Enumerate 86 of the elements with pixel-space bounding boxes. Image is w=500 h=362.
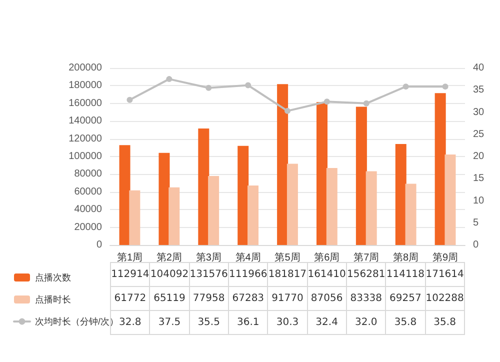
data-label: 65119 (150, 286, 190, 310)
data-label: 112914 (110, 262, 150, 286)
y-tick-label: 140000 (68, 116, 102, 127)
y2-tick-label: 40 (473, 62, 485, 74)
x-tick-label: 第6周 (314, 252, 340, 264)
bar (208, 176, 220, 245)
y-tick-label: 100000 (68, 151, 102, 162)
data-label: 35.5 (189, 310, 228, 334)
x-tick-label: 第3周 (196, 252, 222, 264)
y-tick-label: 80000 (74, 168, 102, 180)
y2-tick-label: 30 (473, 106, 485, 118)
bar (119, 145, 130, 245)
bar (248, 185, 259, 245)
data-label: 181817 (268, 262, 308, 286)
y-tick-label: 200000 (68, 62, 102, 74)
x-tick-label: 第5周 (274, 252, 300, 264)
data-label: 104092 (150, 262, 190, 286)
bar (405, 184, 416, 245)
bar (316, 102, 328, 245)
y2-tick-label: 5 (473, 217, 479, 228)
bar (356, 106, 367, 245)
y2-tick-label: 20 (473, 151, 485, 162)
bar (326, 168, 338, 245)
data-label: 156281 (346, 262, 386, 286)
bar (168, 187, 180, 245)
point (126, 96, 133, 103)
x-tick-label: 第4周 (235, 252, 261, 264)
x-tick-label: 第7周 (354, 252, 380, 264)
bar (286, 164, 298, 245)
data-label: 35.8 (425, 310, 464, 334)
point (442, 84, 448, 90)
data-label: 171614 (425, 262, 464, 286)
point (363, 100, 370, 106)
data-label: 35.8 (386, 310, 426, 334)
bar (395, 144, 406, 245)
point (245, 82, 252, 88)
data-label: 161410 (307, 262, 346, 286)
data-label: 77958 (189, 286, 228, 310)
y2-tick-label: 25 (473, 128, 485, 140)
y2-tick-label: 15 (473, 173, 485, 184)
point (402, 84, 409, 90)
data-label: 61772 (110, 286, 150, 310)
data-label: 87056 (307, 286, 346, 310)
y-tick-label: 120000 (68, 133, 102, 144)
bar (198, 128, 210, 245)
bar (277, 84, 288, 245)
legend-label: 次均时长（分钟/次） (35, 316, 119, 326)
legend-label: 点播次数 (35, 272, 71, 282)
data-label: 67283 (228, 286, 268, 310)
y2-tick-label: 35 (473, 84, 485, 96)
data-label: 102288 (425, 286, 464, 310)
y-tick-label: 40000 (74, 204, 102, 216)
y-tick-label: 60000 (74, 186, 102, 198)
bar (238, 146, 249, 245)
data-label: 32.0 (346, 310, 386, 334)
data-label: 83338 (346, 286, 386, 310)
x-tick-label: 第9周 (432, 252, 458, 264)
x-tick-label: 第1周 (116, 252, 143, 264)
y2-tick-label: 10 (473, 195, 485, 206)
data-label: 32.4 (307, 310, 346, 334)
data-label: 111966 (228, 262, 268, 286)
data-label: 36.1 (228, 310, 268, 334)
y-tick-label: 20000 (74, 222, 102, 233)
bar (129, 190, 140, 245)
y-tick-label: 0 (96, 240, 102, 250)
y-tick-label: 160000 (68, 98, 102, 109)
data-label: 91770 (268, 286, 308, 310)
data-label: 30.3 (268, 310, 308, 334)
point (206, 84, 212, 91)
bar (366, 171, 377, 245)
bar (158, 152, 170, 245)
data-label: 131576 (189, 262, 228, 286)
data-label: 32.8 (119, 317, 142, 328)
point (284, 108, 290, 114)
y-tick-label: 180000 (68, 80, 102, 92)
x-tick-label: 第2周 (156, 252, 182, 264)
point (324, 98, 330, 105)
legend-label: 点播时长 (35, 294, 71, 304)
data-label: 69257 (386, 286, 426, 310)
data-label: 114118 (386, 262, 426, 286)
data-label: 37.5 (150, 310, 190, 334)
point (166, 76, 172, 82)
x-tick-label: 第8周 (393, 252, 419, 264)
bar (434, 93, 446, 245)
y2-tick-label: 0 (473, 240, 479, 250)
bar (444, 154, 456, 245)
